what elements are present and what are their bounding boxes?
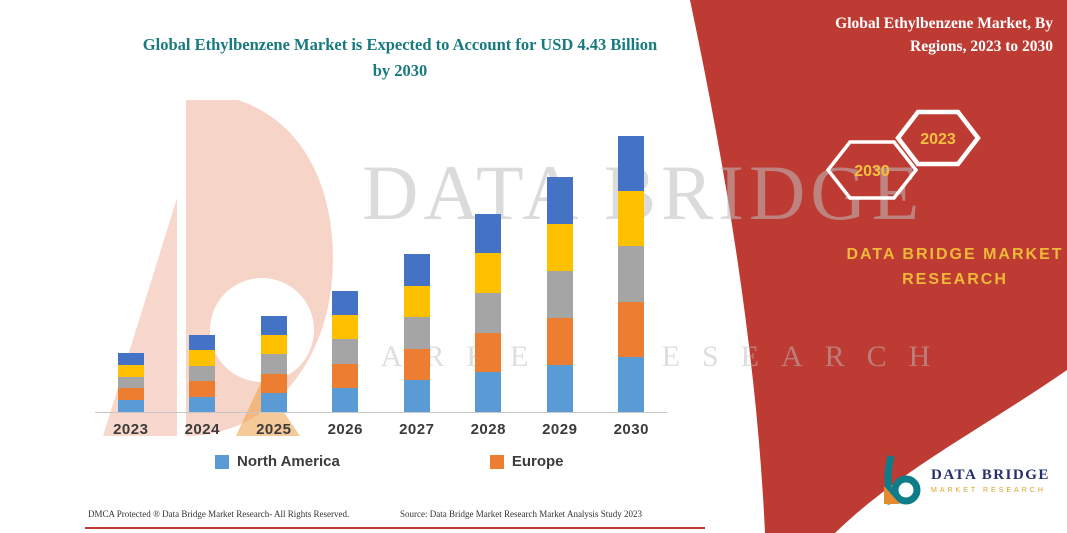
- bar-segment: [618, 136, 645, 192]
- bar-2028: [475, 213, 502, 412]
- x-axis-label: 2027: [399, 421, 435, 438]
- bar-segment: [618, 191, 645, 247]
- hexagon-2030: [825, 140, 919, 200]
- bar-2023: [117, 353, 144, 412]
- bar-segment: [332, 339, 359, 364]
- bar-segment: [189, 396, 216, 412]
- legend-swatch: [489, 454, 504, 469]
- bar-segment: [260, 335, 287, 355]
- bar-2026: [332, 291, 359, 412]
- bar-segment: [475, 213, 502, 254]
- bar-segment: [260, 316, 287, 336]
- bar-segment: [546, 270, 573, 318]
- data-bridge-logo: DATA BRIDGE MARKET RESEARCH: [878, 451, 1050, 509]
- x-axis-label: 2025: [256, 421, 292, 438]
- bar-segment: [117, 376, 144, 389]
- bar-segment: [403, 285, 430, 318]
- bar-segment: [546, 223, 573, 271]
- bar-segment: [546, 364, 573, 412]
- bar-segment: [117, 353, 144, 365]
- bar-segment: [475, 292, 502, 333]
- data-bridge-logo-icon: [884, 455, 921, 505]
- x-axis-label: 2024: [184, 421, 220, 438]
- legend-label: North America: [237, 453, 340, 470]
- legend-label: Europe: [511, 453, 564, 470]
- bar-segment: [189, 350, 216, 366]
- bar-2025: [260, 316, 287, 412]
- bar-segment: [260, 392, 287, 412]
- bar-segment: [475, 372, 502, 412]
- brand-text: DATA BRIDGE MARKET RESEARCH: [846, 246, 1064, 288]
- bar-2024: [189, 334, 216, 412]
- bar-segment: [117, 364, 144, 377]
- hexagon-2023: [895, 109, 981, 167]
- bar-2027: [403, 254, 430, 412]
- bar-segment: [117, 400, 144, 412]
- bar-segment: [403, 348, 430, 381]
- bar-segment: [618, 356, 645, 412]
- x-axis-label: 2029: [542, 421, 578, 438]
- footer-dmca-text: DMCA Protected ® Data Bridge Market Rese…: [88, 509, 350, 519]
- bar-segment: [475, 332, 502, 373]
- x-axis-label: 2028: [470, 421, 506, 438]
- bar-segment: [546, 176, 573, 224]
- logo-name: DATA BRIDGE: [931, 466, 1050, 483]
- bar-segment: [332, 363, 359, 388]
- x-axis-label: 2030: [613, 421, 649, 438]
- bar-2029: [546, 176, 573, 412]
- footer-divider: [85, 527, 705, 529]
- bar-segment: [260, 354, 287, 374]
- bar-segment: [618, 301, 645, 357]
- bar-segment: [189, 365, 216, 381]
- x-axis-label: 2026: [327, 421, 363, 438]
- logo-tagline: MARKET RESEARCH: [931, 486, 1046, 494]
- banner-title: Global Ethylbenzene Market, By Regions, …: [835, 15, 1053, 56]
- bar-segment: [403, 254, 430, 286]
- bar-segment: [475, 253, 502, 293]
- legend-item-north-america: North America: [215, 453, 340, 470]
- bar-segment: [332, 387, 359, 412]
- year-hexagons: 2030 2023: [825, 109, 981, 200]
- bar-segment: [260, 373, 287, 393]
- bar-chart: [95, 133, 667, 413]
- bar-segment: [403, 380, 430, 412]
- bar-segment: [189, 334, 216, 350]
- bar-segment: [403, 317, 430, 349]
- bar-segment: [189, 381, 216, 397]
- bar-2030: [618, 136, 645, 412]
- bar-segment: [618, 246, 645, 302]
- x-axis: 2023 2024 2025 2026 2027 2028 2029 2030: [95, 421, 667, 438]
- chart-title: Global Ethylbenzene Market is Expected t…: [142, 35, 658, 80]
- legend-item-europe: Europe: [489, 453, 564, 470]
- legend-swatch: [215, 454, 229, 469]
- bar-segment: [117, 388, 144, 401]
- x-axis-label: 2023: [113, 421, 149, 438]
- footer-source-text: Source: Data Bridge Market Research Mark…: [400, 509, 642, 519]
- bar-segment: [332, 291, 359, 316]
- bar-segment: [546, 317, 573, 365]
- hexagon-year-2030: 2030: [854, 163, 890, 180]
- hexagon-year-2023: 2023: [920, 131, 956, 148]
- bar-segment: [332, 315, 359, 340]
- chart-legend: North America Europe: [95, 453, 715, 470]
